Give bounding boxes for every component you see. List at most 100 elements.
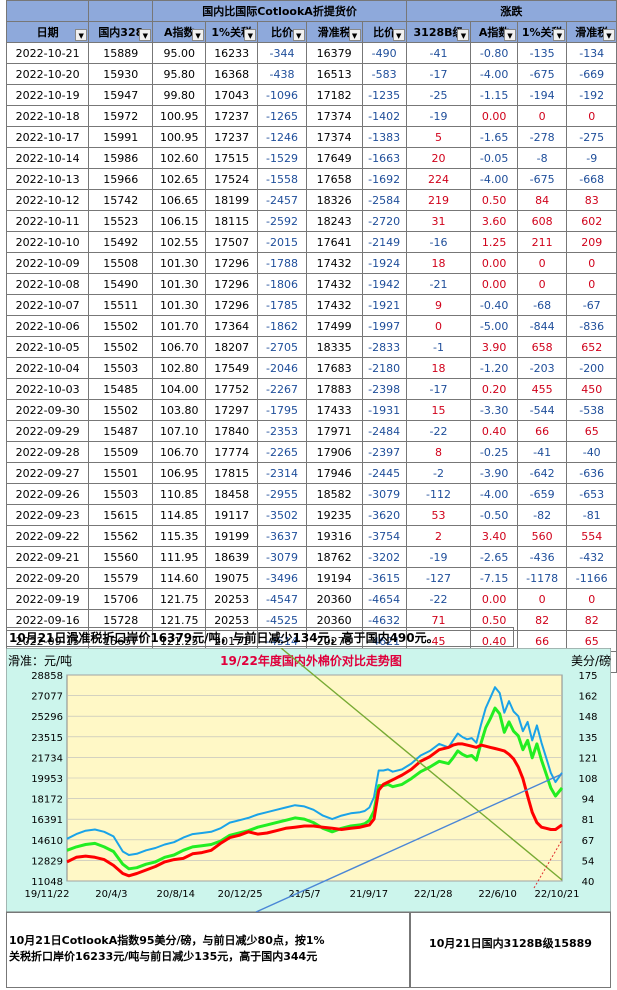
table-cell: -200: [566, 357, 617, 379]
table-cell: 17971: [305, 420, 363, 442]
filter-dropdown-icon[interactable]: ▼: [457, 29, 470, 41]
table-cell: 0.00: [470, 252, 518, 274]
summary-slider-tax: 10月21日滑准税折口岸价16379元/吨，与前日减少134元，高于国内490元…: [6, 627, 514, 647]
table-row: 2022-10-18 15972 100.95 17237 -1265 17374 -140…: [5, 105, 617, 127]
table-cell: -436: [516, 546, 568, 568]
table-cell: 0: [566, 252, 617, 274]
summary-cotlook-line-1: 10月21日CotlookA指数95美分/磅，与前日减少80点，按1%: [9, 934, 325, 947]
table-cell: -127: [405, 567, 472, 589]
table-cell: 2022-10-17: [5, 126, 90, 148]
table-cell: 0: [516, 105, 568, 127]
header-blank: [5, 0, 90, 22]
y-right-label: 美分/磅: [571, 653, 611, 668]
table-cell: 20360: [305, 588, 363, 610]
table-cell: 0.50: [470, 189, 518, 211]
table-cell: -278: [516, 126, 568, 148]
y-left-tick-label: 18172: [31, 795, 63, 806]
table-cell: -3.90: [470, 462, 518, 484]
cotton-price-chart: 滑准：元/吨 美分/磅 19/22年度国内外棉价对比走势图 11048 12829…: [5, 647, 612, 916]
table-cell: 2022-09-29: [5, 420, 90, 442]
table-cell: 16368: [205, 63, 259, 85]
table-cell: -3615: [361, 567, 407, 589]
table-cell: 31: [405, 210, 472, 232]
y-left-tick-label: 23515: [31, 733, 63, 744]
filter-dropdown-icon[interactable]: ▼: [292, 29, 305, 41]
table-cell: 15509: [88, 441, 154, 463]
table-cell: 15502: [88, 336, 154, 358]
table-cell: 107.10: [152, 420, 207, 442]
column-header: A指数 ▼: [470, 21, 518, 43]
table-cell: -22: [405, 420, 472, 442]
table-cell: -112: [405, 483, 472, 505]
table-cell: 15742: [88, 189, 154, 211]
filter-dropdown-icon[interactable]: ▼: [244, 29, 257, 41]
table-row: 2022-10-10 15492 102.55 17507 -2015 17641 -214…: [5, 231, 617, 253]
table-cell: -82: [516, 504, 568, 526]
table-cell: 19235: [305, 504, 363, 526]
table-cell: 17752: [205, 378, 259, 400]
table-cell: -16: [405, 231, 472, 253]
group-header-change: 涨跌: [405, 0, 617, 22]
table-cell: 15930: [88, 63, 154, 85]
table-cell: -2314: [257, 462, 307, 484]
table-cell: -1931: [361, 399, 407, 421]
table-cell: -668: [566, 168, 617, 190]
table-cell: 2022-10-14: [5, 147, 90, 169]
table-cell: -3754: [361, 525, 407, 547]
table-body: 2022-10-21 15889 95.00 16233 -344 16379 -490 -4…: [5, 42, 617, 673]
table-cell: 17433: [305, 399, 363, 421]
table-cell: 17946: [305, 462, 363, 484]
table-cell: -642: [516, 462, 568, 484]
table-cell: 2022-10-11: [5, 210, 90, 232]
table-cell: 114.60: [152, 567, 207, 589]
filter-dropdown-icon[interactable]: ▼: [139, 29, 152, 41]
table-cell: -1096: [257, 84, 307, 106]
table-cell: 15562: [88, 525, 154, 547]
table-cell: -1265: [257, 105, 307, 127]
table-cell: -538: [566, 399, 617, 421]
table-cell: 560: [516, 525, 568, 547]
table-cell: 15508: [88, 252, 154, 274]
table-cell: 104.00: [152, 378, 207, 400]
x-tick-label: 20/12/25: [218, 889, 263, 900]
table-cell: -1862: [257, 315, 307, 337]
filter-dropdown-icon[interactable]: ▼: [503, 29, 516, 41]
table-cell: -4.00: [470, 168, 518, 190]
table-cell: 15502: [88, 399, 154, 421]
filter-dropdown-icon[interactable]: ▼: [348, 29, 361, 41]
filter-dropdown-icon[interactable]: ▼: [553, 29, 566, 41]
table-cell: 19194: [305, 567, 363, 589]
table-row: 2022-10-06 15502 101.70 17364 -1862 17499 -199…: [5, 315, 617, 337]
table-cell: 18458: [205, 483, 259, 505]
table-row: 2022-09-21 15560 111.95 18639 -3079 18762 -320…: [5, 546, 617, 568]
x-tick-label: 22/6/10: [478, 889, 517, 900]
filter-dropdown-icon[interactable]: ▼: [192, 29, 205, 41]
y-left-tick-label: 27077: [31, 692, 63, 703]
table-cell: -3620: [361, 504, 407, 526]
table-cell: 106.95: [152, 462, 207, 484]
table-cell: -836: [566, 315, 617, 337]
table-cell: 15511: [88, 294, 154, 316]
table-cell: 15485: [88, 378, 154, 400]
table-cell: 106.65: [152, 189, 207, 211]
table-cell: -1921: [361, 294, 407, 316]
table-cell: -2592: [257, 210, 307, 232]
filter-dropdown-icon[interactable]: ▼: [75, 29, 88, 41]
table-cell: -5.00: [470, 315, 518, 337]
table-row: 2022-10-09 15508 101.30 17296 -1788 17432 -192…: [5, 252, 617, 274]
table-cell: 19075: [205, 567, 259, 589]
table-cell: 17883: [305, 378, 363, 400]
filter-dropdown-icon[interactable]: ▼: [603, 29, 615, 41]
table-cell: 102.80: [152, 357, 207, 379]
table-cell: -3079: [361, 483, 407, 505]
table-cell: -1785: [257, 294, 307, 316]
column-header-label: A指数: [478, 26, 510, 39]
table-cell: 15560: [88, 546, 154, 568]
table-cell: -41: [405, 42, 472, 64]
filter-dropdown-icon[interactable]: ▼: [392, 29, 405, 41]
y-right-tick-label: 148: [578, 712, 597, 723]
table-cell: 83: [566, 189, 617, 211]
table-cell: -2398: [361, 378, 407, 400]
y-right-tick-label: 40: [582, 877, 595, 888]
table-cell: -2180: [361, 357, 407, 379]
